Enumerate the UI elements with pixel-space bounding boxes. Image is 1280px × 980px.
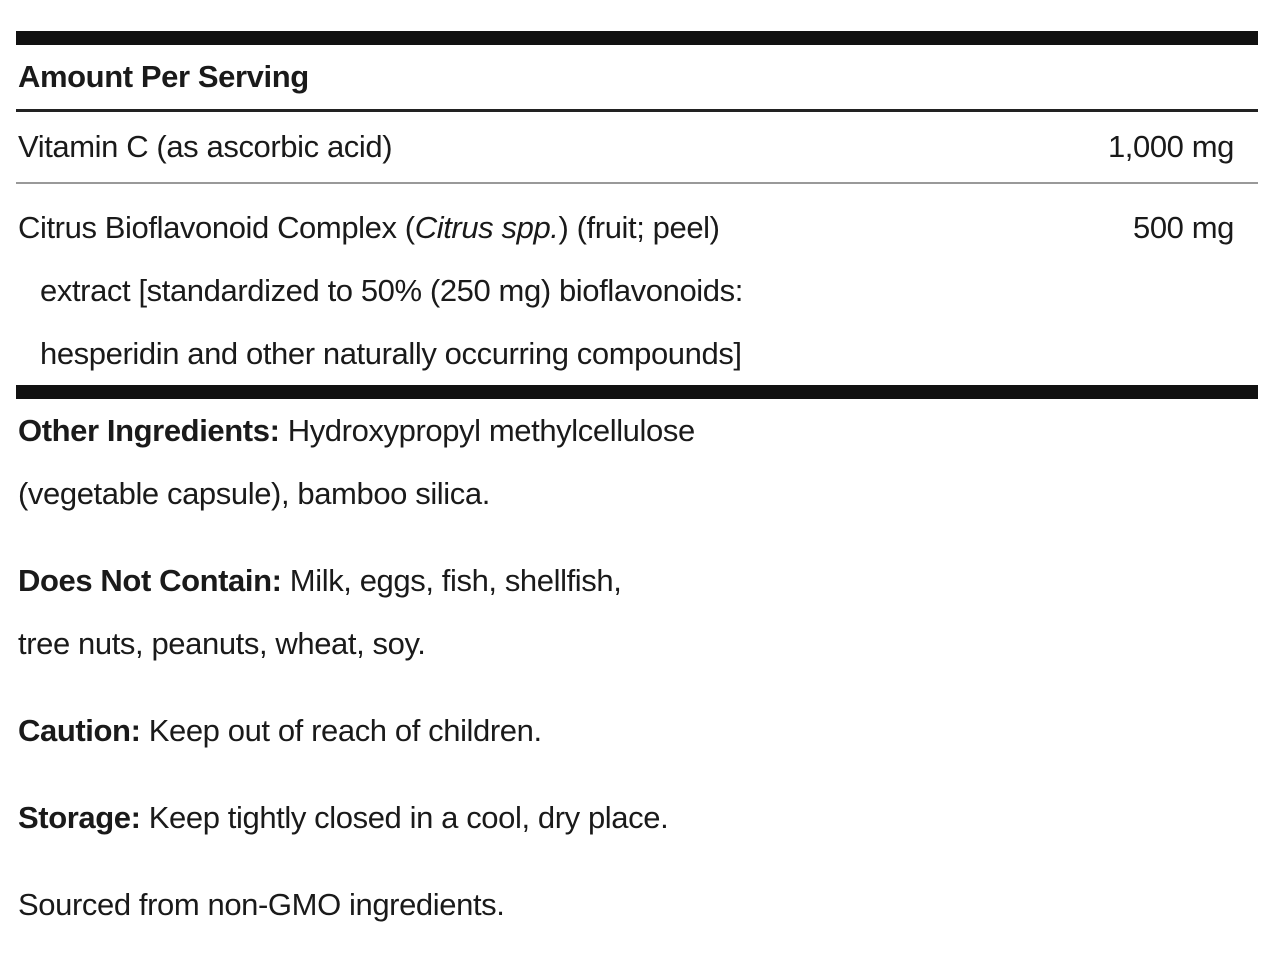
note-text: Sourced from non-GMO ingredients. <box>18 887 505 922</box>
note: Sourced from non-GMO ingredients. <box>18 873 1258 936</box>
ingredient-row: Vitamin C (as ascorbic acid) 1,000 mg <box>16 112 1258 184</box>
note-text: tree nuts, peanuts, wheat, soy. <box>18 626 426 661</box>
header: Amount Per Serving <box>16 45 1258 112</box>
note-label: Caution: <box>18 713 141 748</box>
notes: Other Ingredients: Hydroxypropyl methylc… <box>16 399 1258 936</box>
note-text: (vegetable capsule), bamboo silica. <box>18 476 490 511</box>
note-text: Milk, eggs, fish, shellfish, <box>289 563 622 598</box>
detail-line: hesperidin and other naturally occurring… <box>40 336 742 371</box>
note: Does Not Contain: Milk, eggs, fish, shel… <box>18 549 1258 675</box>
name-line: Citrus Bioflavonoid Complex (Citrus spp.… <box>18 196 743 259</box>
ingredient-amount: 500 mg <box>1133 210 1234 245</box>
rule-thick <box>16 385 1258 399</box>
note-label: Other Ingredients: <box>18 413 280 448</box>
note-line: tree nuts, peanuts, wheat, soy. <box>18 612 1258 675</box>
note: Caution: Keep out of reach of children. <box>18 699 1258 762</box>
note-label: Storage: <box>18 800 141 835</box>
note: Other Ingredients: Hydroxypropyl methylc… <box>18 399 1258 525</box>
name-italic: Citrus spp. <box>414 210 559 245</box>
note-line: (vegetable capsule), bamboo silica. <box>18 462 1258 525</box>
note-text: Keep out of reach of children. <box>148 713 542 748</box>
note-line: Sourced from non-GMO ingredients. <box>18 873 1258 936</box>
rule-thick <box>16 31 1258 45</box>
ingredient-row: Citrus Bioflavonoid Complex (Citrus spp.… <box>16 184 1258 385</box>
note-text: Keep tightly closed in a cool, dry place… <box>148 800 669 835</box>
note: Storage: Keep tightly closed in a cool, … <box>18 786 1258 849</box>
note-text: Hydroxypropyl methylcellulose <box>287 413 695 448</box>
note-line: Other Ingredients: Hydroxypropyl methylc… <box>18 399 1258 462</box>
ingredient-name: Vitamin C (as ascorbic acid) <box>18 129 393 164</box>
ingredient-name: Citrus Bioflavonoid Complex (Citrus spp.… <box>18 196 743 385</box>
ingredient-amount: 1,000 mg <box>1107 129 1234 164</box>
name-text: Citrus Bioflavonoid Complex ( <box>18 210 415 245</box>
note-label: Does Not Contain: <box>18 563 282 598</box>
name-text: ) (fruit; peel) <box>558 210 721 245</box>
note-line: Caution: Keep out of reach of children. <box>18 699 1258 762</box>
note-line: Storage: Keep tightly closed in a cool, … <box>18 786 1258 849</box>
supplement-panel: Amount Per Serving Vitamin C (as ascorbi… <box>16 31 1258 960</box>
detail-line: extract [standardized to 50% (250 mg) bi… <box>40 273 743 308</box>
note-line: Does Not Contain: Milk, eggs, fish, shel… <box>18 549 1258 612</box>
